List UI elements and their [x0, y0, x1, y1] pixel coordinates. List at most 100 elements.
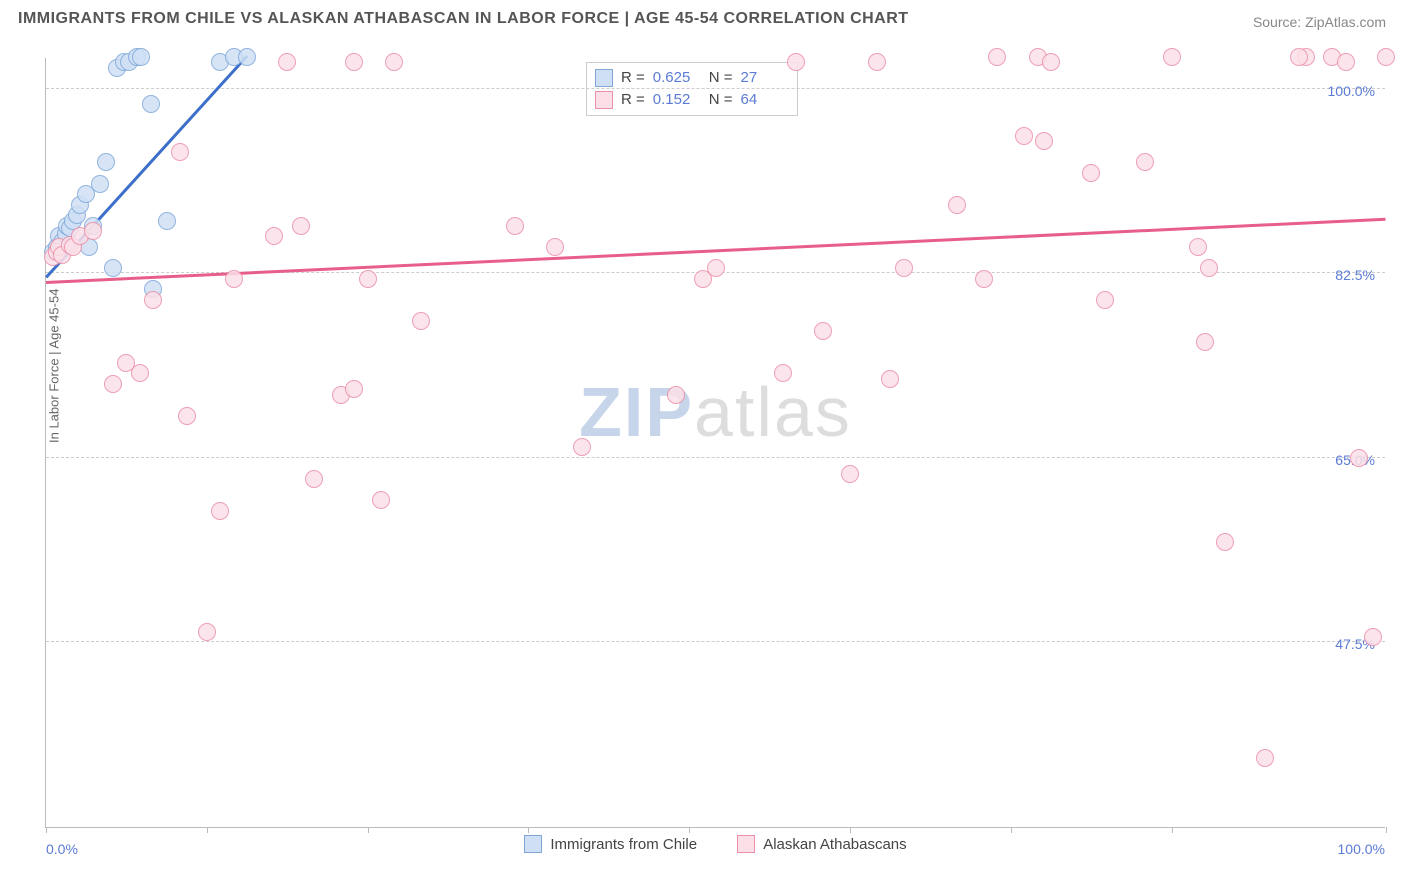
y-tick-label: 100.0% — [1328, 83, 1375, 99]
data-point-pink — [345, 380, 363, 398]
data-point-blue — [132, 48, 150, 66]
gridline — [46, 457, 1385, 458]
x-tick — [1011, 827, 1012, 833]
legend-r-label2: R = — [621, 89, 645, 111]
data-point-pink — [881, 370, 899, 388]
data-point-pink — [841, 465, 859, 483]
data-point-pink — [359, 270, 377, 288]
data-point-pink — [84, 222, 102, 240]
legend-r-pink: 0.152 — [653, 89, 701, 111]
data-point-pink — [1256, 749, 1274, 767]
data-point-blue — [142, 95, 160, 113]
legend-n-label: N = — [709, 67, 733, 89]
data-point-pink — [278, 53, 296, 71]
data-point-blue — [97, 153, 115, 171]
legend-r-blue: 0.625 — [653, 67, 701, 89]
series-legend: Immigrants from Chile Alaskan Athabascan… — [46, 835, 1385, 857]
plot-area: In Labor Force | Age 45-54 ZIPatlas R = … — [45, 58, 1385, 828]
data-point-pink — [171, 143, 189, 161]
data-point-pink — [1216, 533, 1234, 551]
data-point-pink — [895, 259, 913, 277]
legend-label-blue: Immigrants from Chile — [550, 836, 697, 853]
x-tick — [368, 827, 369, 833]
x-tick-left: 0.0% — [46, 841, 78, 857]
data-point-pink — [1189, 238, 1207, 256]
data-point-pink — [225, 270, 243, 288]
data-point-pink — [707, 259, 725, 277]
data-point-pink — [211, 502, 229, 520]
x-tick — [528, 827, 529, 833]
data-point-pink — [345, 53, 363, 71]
data-point-blue — [158, 212, 176, 230]
data-point-pink — [1015, 127, 1033, 145]
data-point-pink — [104, 375, 122, 393]
data-point-pink — [787, 53, 805, 71]
data-point-pink — [1042, 53, 1060, 71]
data-point-pink — [144, 291, 162, 309]
data-point-pink — [988, 48, 1006, 66]
legend-r-label: R = — [621, 67, 645, 89]
data-point-pink — [1163, 48, 1181, 66]
y-tick-label: 82.5% — [1335, 267, 1375, 283]
gridline — [46, 88, 1385, 89]
watermark-atlas: atlas — [694, 373, 852, 451]
watermark-zip: ZIP — [579, 373, 694, 451]
data-point-blue — [104, 259, 122, 277]
data-point-blue — [91, 175, 109, 193]
legend-item-pink: Alaskan Athabascans — [737, 835, 906, 853]
legend-item-blue: Immigrants from Chile — [524, 835, 697, 853]
swatch-blue — [595, 69, 613, 87]
x-tick — [46, 827, 47, 833]
legend-row-pink: R = 0.152 N = 64 — [595, 89, 789, 111]
data-point-pink — [814, 322, 832, 340]
x-tick — [1172, 827, 1173, 833]
data-point-pink — [975, 270, 993, 288]
source-label: Source: ZipAtlas.com — [1253, 14, 1386, 30]
data-point-blue — [238, 48, 256, 66]
data-point-pink — [573, 438, 591, 456]
data-point-pink — [292, 217, 310, 235]
data-point-pink — [948, 196, 966, 214]
swatch-pink — [595, 91, 613, 109]
data-point-pink — [506, 217, 524, 235]
data-point-pink — [178, 407, 196, 425]
data-point-pink — [1082, 164, 1100, 182]
watermark: ZIPatlas — [579, 372, 852, 452]
y-axis-label: In Labor Force | Age 45-54 — [47, 288, 62, 442]
data-point-pink — [1364, 628, 1382, 646]
correlation-legend: R = 0.625 N = 27 R = 0.152 N = 64 — [586, 62, 798, 116]
legend-n-pink: 64 — [741, 89, 789, 111]
data-point-pink — [1096, 291, 1114, 309]
data-point-pink — [1337, 53, 1355, 71]
legend-label-pink: Alaskan Athabascans — [763, 836, 906, 853]
data-point-pink — [1035, 132, 1053, 150]
data-point-pink — [198, 623, 216, 641]
data-point-pink — [265, 227, 283, 245]
data-point-pink — [546, 238, 564, 256]
data-point-pink — [372, 491, 390, 509]
legend-n-label2: N = — [709, 89, 733, 111]
data-point-pink — [305, 470, 323, 488]
data-point-pink — [774, 364, 792, 382]
data-point-pink — [1200, 259, 1218, 277]
data-point-pink — [1377, 48, 1395, 66]
data-point-pink — [1350, 449, 1368, 467]
swatch-pink-2 — [737, 835, 755, 853]
data-point-pink — [412, 312, 430, 330]
data-point-pink — [1136, 153, 1154, 171]
legend-row-blue: R = 0.625 N = 27 — [595, 67, 789, 89]
legend-n-blue: 27 — [741, 67, 789, 89]
data-point-pink — [1196, 333, 1214, 351]
data-point-pink — [1290, 48, 1308, 66]
x-tick — [850, 827, 851, 833]
chart-title: IMMIGRANTS FROM CHILE VS ALASKAN ATHABAS… — [18, 10, 909, 28]
data-point-pink — [667, 386, 685, 404]
x-tick — [1386, 827, 1387, 833]
gridline — [46, 641, 1385, 642]
swatch-blue-2 — [524, 835, 542, 853]
data-point-pink — [385, 53, 403, 71]
x-tick-right: 100.0% — [1338, 841, 1385, 857]
data-point-pink — [131, 364, 149, 382]
x-tick — [207, 827, 208, 833]
data-point-pink — [868, 53, 886, 71]
